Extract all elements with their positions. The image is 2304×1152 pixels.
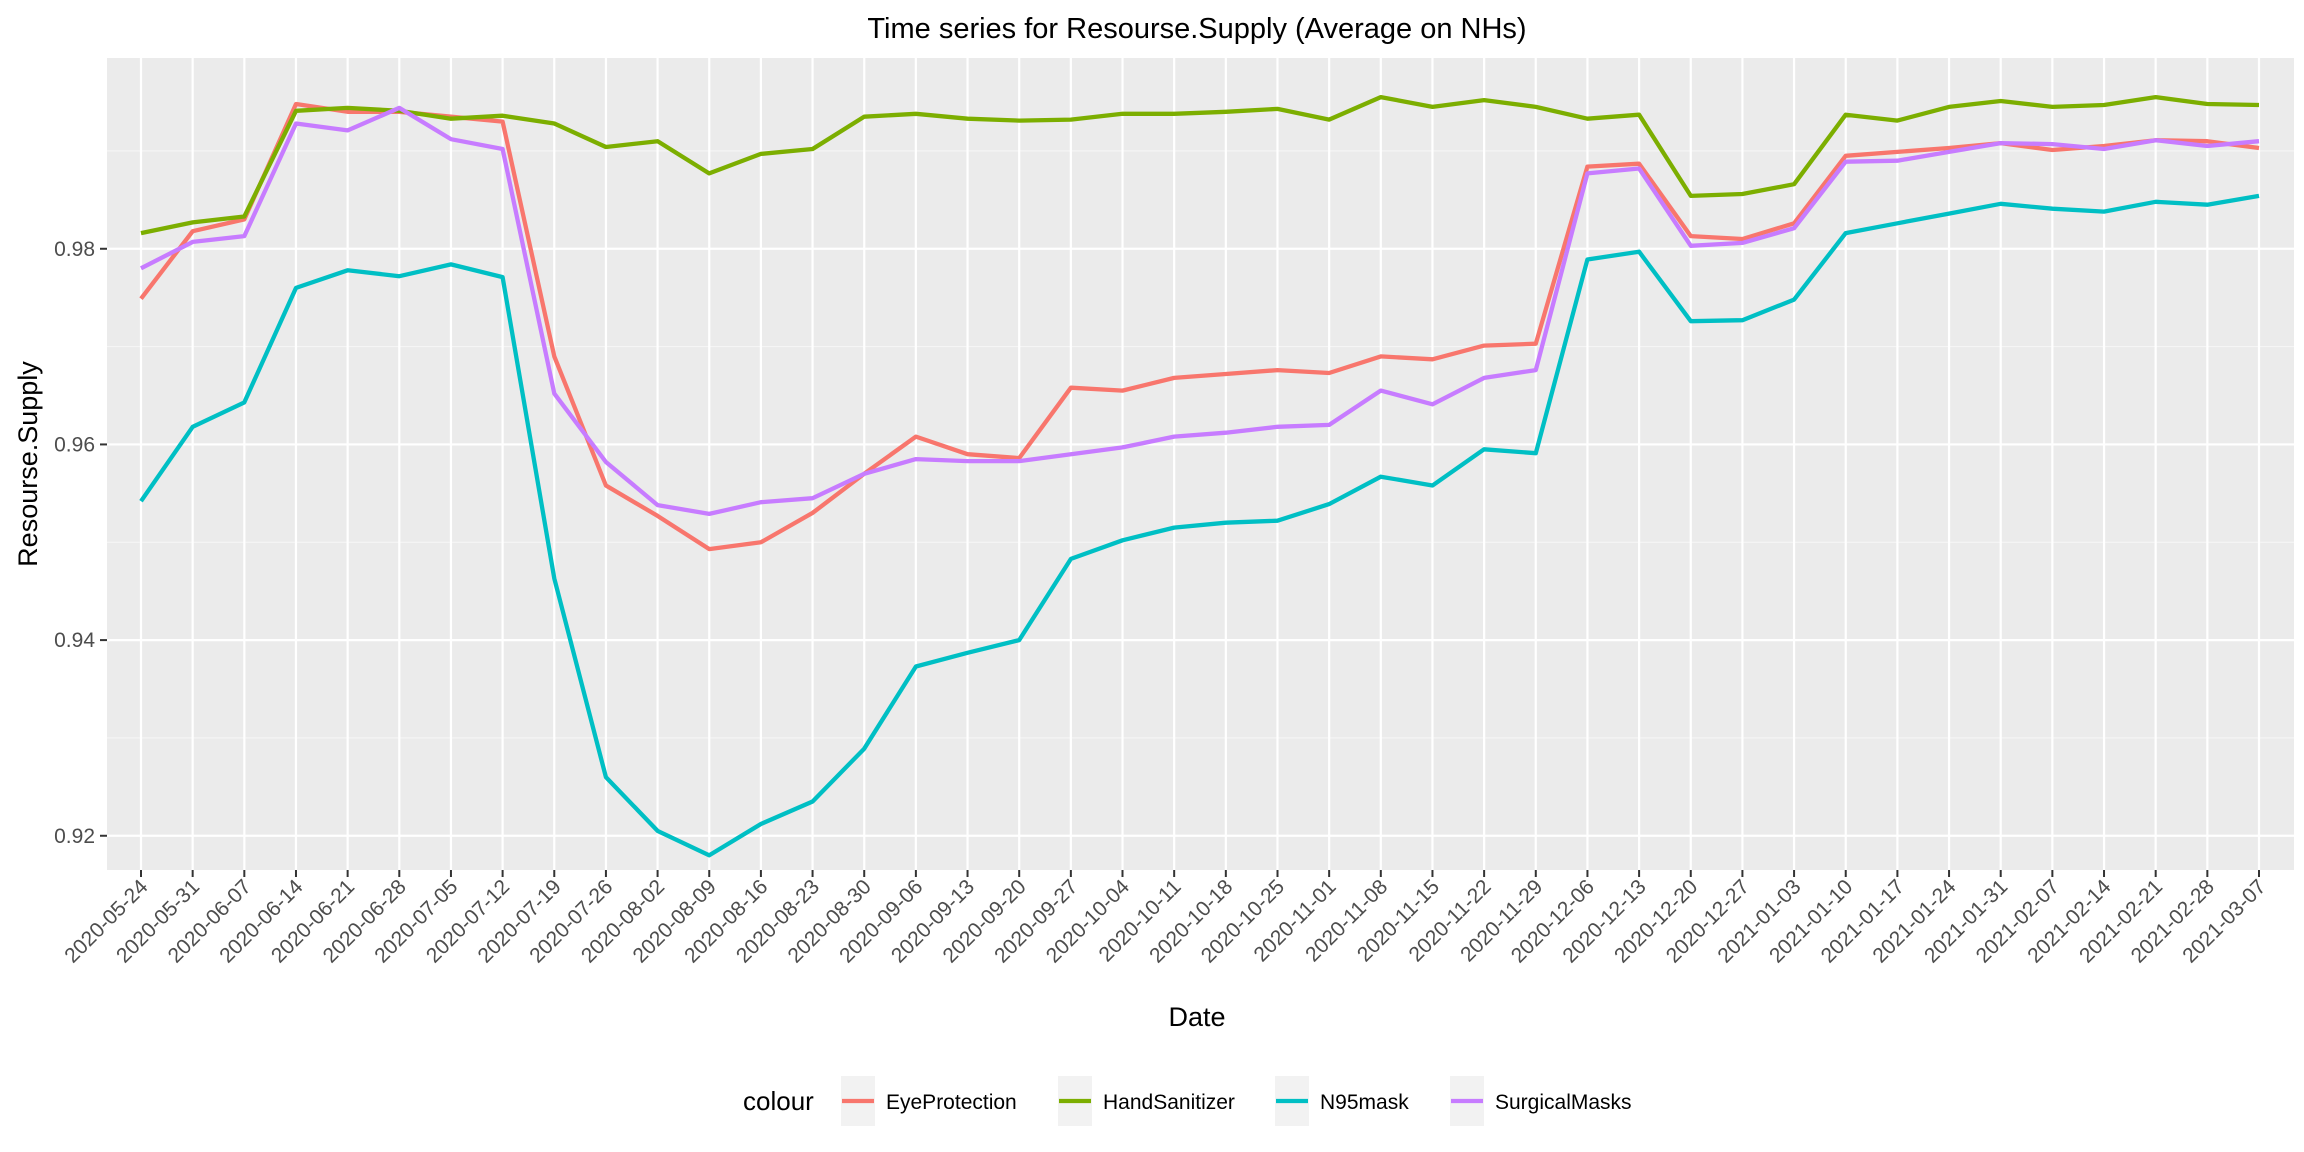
series-line-surgicalmasks [140, 105, 2260, 517]
series-line-eyeprotection [139, 101, 2260, 552]
series-lines [139, 94, 2260, 858]
series-line-handsanitizer [140, 94, 2260, 236]
chart-title: Time series for Resourse.Supply (Average… [867, 13, 1526, 45]
y-axis-title: Resourse.Supply [13, 361, 43, 567]
legend-label-eyeprotection: EyeProtection [886, 1091, 1017, 1114]
x-axis-title: Date [1168, 1002, 1225, 1032]
x-axis: 2020-05-242020-05-312020-06-072020-06-14… [60, 870, 2271, 967]
major-gridlines [107, 58, 2294, 870]
y-tick-label: 0.96 [54, 433, 95, 456]
legend-items: EyeProtection HandSanitizer N95mask Surgica… [841, 1076, 1632, 1126]
legend-label-n95mask: N95mask [1320, 1091, 1409, 1114]
plot-panel [107, 58, 2294, 870]
legend: colour EyeProtection HandSanitizer N95mask… [743, 1076, 1632, 1126]
y-tick-label: 0.98 [54, 238, 95, 261]
legend-label-handsanitizer: HandSanitizer [1103, 1091, 1235, 1114]
legend-title: colour [743, 1086, 814, 1116]
y-axis: 0.92 0.94 0.96 0.98 [54, 238, 107, 848]
legend-label-surgicalmasks: SurgicalMasks [1495, 1091, 1632, 1114]
y-tick-label: 0.94 [54, 629, 95, 652]
y-tick-label: 0.92 [54, 825, 95, 848]
series-line-n95mask [139, 193, 2260, 858]
